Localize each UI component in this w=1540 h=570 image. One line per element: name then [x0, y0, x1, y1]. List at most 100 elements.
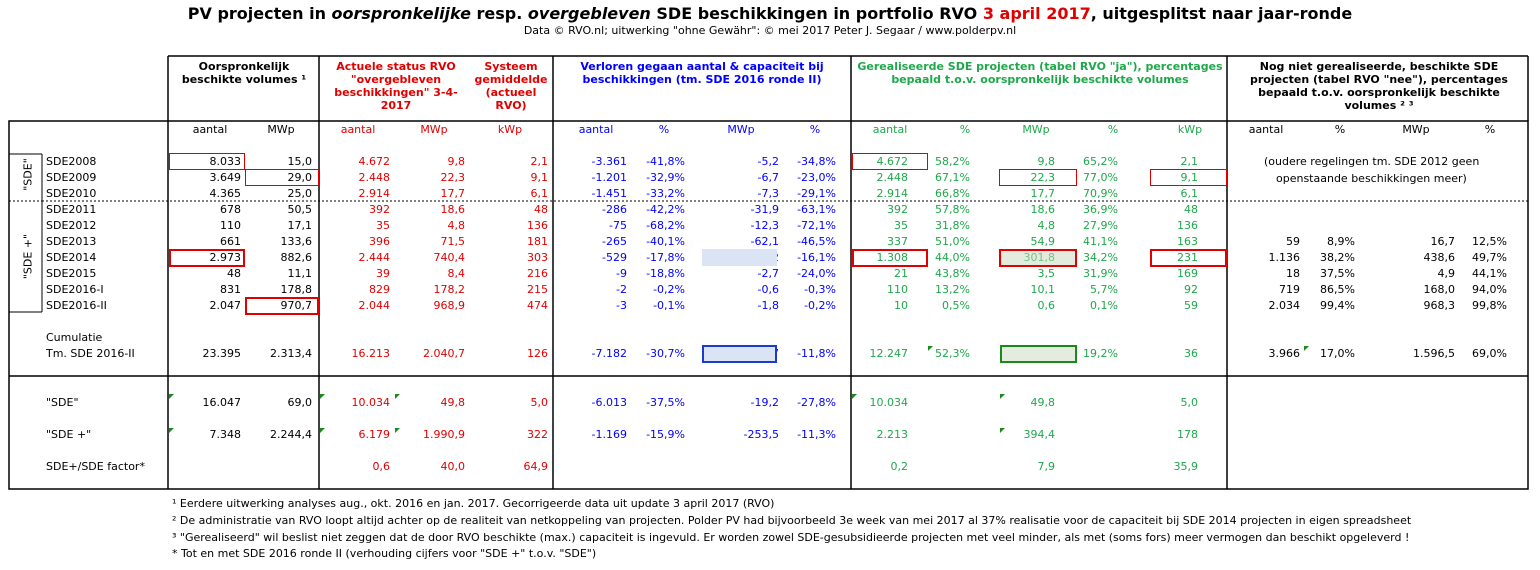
cumulatie-cell: 23.395: [202, 347, 242, 360]
highlight-box: [852, 249, 928, 267]
highlight-box-blue: [702, 345, 777, 363]
table-cell: 50,5: [287, 203, 313, 216]
table-cell: 438,6: [1423, 251, 1456, 264]
row-label: SDE2011: [46, 203, 97, 216]
table-cell: 41,1%: [1083, 235, 1118, 248]
footnote: ¹ Eerdere uitwerking analyses aug., okt.…: [172, 497, 775, 510]
comment-marker: [395, 394, 400, 399]
table-cell: -16,1%: [797, 251, 836, 264]
highlight-shade: [702, 249, 777, 266]
cumulatie-cell: 19,2%: [1083, 347, 1118, 360]
table-cell: -7,3: [757, 187, 779, 200]
comment-marker: [1000, 428, 1005, 433]
table-cell: 16,7: [1430, 235, 1456, 248]
table-cell: 70,9%: [1083, 187, 1118, 200]
table-cell: 2.044: [358, 299, 391, 312]
table-cell: 8,4: [447, 267, 466, 280]
table-cell: 4.672: [358, 155, 391, 168]
table-cell: -62,1: [750, 235, 779, 248]
table-cell: 9,8: [447, 155, 466, 168]
table-cell: 59: [1286, 235, 1300, 248]
table-cell: 2.034: [1268, 299, 1301, 312]
table-cell: -5,2: [757, 155, 779, 168]
table-cell: 392: [887, 203, 908, 216]
table-cell: -1,8: [757, 299, 779, 312]
summary-cell: 64,9: [523, 460, 549, 473]
summary-cell: 2.244,4: [270, 428, 312, 441]
table-cell: 3.649: [209, 171, 242, 184]
column-header: aantal: [192, 123, 228, 136]
highlight-box: [852, 153, 928, 170]
table-cell: -0,2%: [804, 299, 836, 312]
summary-cell: 49,8: [440, 396, 466, 409]
table-cell: 661: [220, 235, 241, 248]
column-header: %: [809, 123, 821, 136]
cumulatie-cell: 16.213: [351, 347, 391, 360]
row-label: SDE2014: [46, 251, 97, 264]
table-cell: 6,1: [530, 187, 549, 200]
old-schemes-note-1: (oudere regelingen tm. SDE 2012 geen: [1264, 155, 1480, 168]
column-header: MWp: [1022, 123, 1050, 136]
table-cell: 1.308: [876, 251, 909, 264]
cumulatie-cell: 1.596,5: [1413, 347, 1455, 360]
summary-cell: 2.213: [876, 428, 909, 441]
table-cell: -75: [609, 219, 627, 232]
table-cell: 2.973: [209, 251, 242, 264]
table-cell: 77,0%: [1083, 171, 1118, 184]
table-cell: 17,7: [1030, 187, 1056, 200]
column-header: aantal: [1248, 123, 1284, 136]
table-cell: 71,5: [440, 235, 466, 248]
table-cell: 2.448: [358, 171, 391, 184]
summary-cell: 6.179: [358, 428, 391, 441]
table-cell: 11,1: [287, 267, 313, 280]
footnote: ² De administratie van RVO loopt altijd …: [172, 514, 1412, 527]
table-cell: 18,6: [440, 203, 466, 216]
credit-line: Data © RVO.nl; uitwerking "ohne Gewähr":…: [523, 24, 1017, 37]
cumulatie-cell: 69,0%: [1472, 347, 1507, 360]
summary-cell: 394,4: [1023, 428, 1056, 441]
table-cell: -24,0%: [797, 267, 836, 280]
column-header: MWp: [1402, 123, 1430, 136]
table-cell: 2.914: [358, 187, 391, 200]
table-cell: 21: [894, 267, 908, 280]
cumulatie-cell: -30,7%: [646, 347, 685, 360]
table-cell: -29,1%: [797, 187, 836, 200]
table-cell: -529: [602, 251, 627, 264]
summary-cell: 35,9: [1173, 460, 1199, 473]
table-cell: 86,5%: [1320, 283, 1355, 296]
table-cell: 99,8%: [1472, 299, 1507, 312]
table-cell: 3,5: [1037, 267, 1056, 280]
table-cell: 66,8%: [935, 187, 970, 200]
table-cell: -68,2%: [646, 219, 685, 232]
table-cell: 740,4: [433, 251, 466, 264]
table-cell: 92: [1184, 283, 1198, 296]
table-cell: -265: [602, 235, 627, 248]
summary-label: "SDE +": [46, 428, 92, 441]
table-cell: 163: [1177, 235, 1198, 248]
table-cell: 392: [369, 203, 390, 216]
summary-cell: 69,0: [287, 396, 313, 409]
table-cell: 968,3: [1423, 299, 1456, 312]
table-cell: 882,6: [280, 251, 313, 264]
table-cell: 10,1: [1030, 283, 1056, 296]
table-cell: 51,0%: [935, 235, 970, 248]
table-cell: 35: [376, 219, 390, 232]
table-cell: 10: [894, 299, 908, 312]
summary-label: SDE+/SDE factor*: [46, 460, 145, 473]
table-cell: -46,5%: [797, 235, 836, 248]
footnote: * Tot en met SDE 2016 ronde II (verhoudi…: [172, 547, 597, 560]
table-cell: 57,8%: [935, 203, 970, 216]
table-cell: -0,3%: [804, 283, 836, 296]
table-cell: 216: [527, 267, 548, 280]
table-cell: -41,8%: [646, 155, 685, 168]
header-system-average: Systeem gemiddelde (actueel RVO): [474, 60, 548, 112]
table-cell: -63,1%: [797, 203, 836, 216]
summary-cell: 5,0: [530, 396, 549, 409]
cumulatie-sublabel: Tm. SDE 2016-II: [46, 347, 135, 360]
cumulatie-cell: 52,3%: [935, 347, 970, 360]
cumulatie-cell: -11,8%: [797, 347, 836, 360]
header-actual-status: Actuele status RVO "overgebleven beschik…: [334, 60, 458, 112]
table-cell: 37,5%: [1320, 267, 1355, 280]
highlight-box-green: [1000, 345, 1077, 363]
table-cell: 719: [1279, 283, 1300, 296]
